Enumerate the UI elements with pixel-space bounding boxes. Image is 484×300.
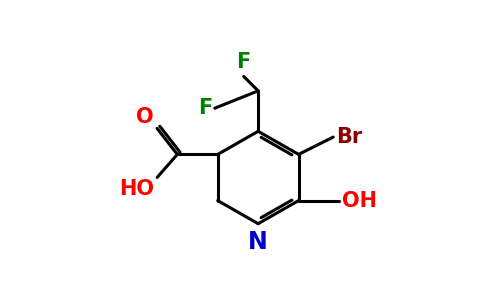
Text: N: N: [248, 230, 268, 254]
Text: F: F: [237, 52, 251, 72]
Text: OH: OH: [342, 190, 377, 211]
Text: O: O: [136, 107, 153, 127]
Text: Br: Br: [336, 127, 363, 147]
Text: HO: HO: [119, 179, 153, 199]
Text: F: F: [197, 98, 212, 118]
